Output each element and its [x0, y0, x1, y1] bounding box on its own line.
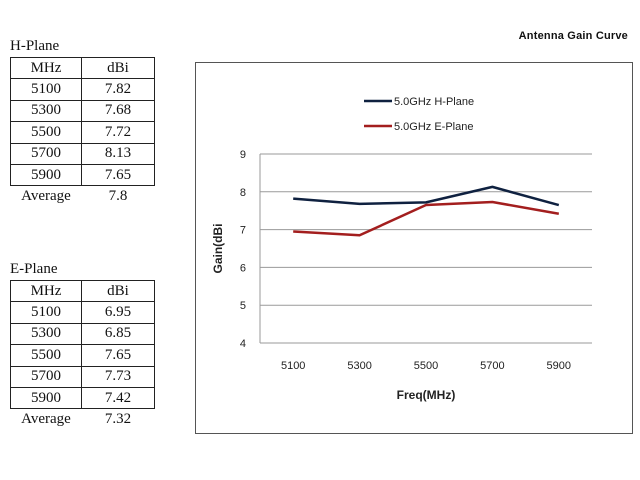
series-line-e-plane [293, 200, 560, 237]
table-row: 5700 8.13 [10, 142, 155, 165]
table-row: 5500 7.72 [10, 121, 155, 144]
x-tick-label: 5900 [547, 360, 571, 372]
h-plane-heading: H-Plane [10, 38, 60, 54]
mhz-cell: 5500 [10, 121, 82, 144]
column-header-dbi: dBi [81, 56, 155, 80]
legend-label: 5.0GHz H-Plane [394, 96, 474, 108]
x-axis-label: Freq(MHz) [397, 388, 456, 402]
mhz-cell: 5700 [10, 142, 82, 165]
x-tick-label: 5700 [480, 360, 504, 372]
legend-label: 5.0GHz E-Plane [394, 121, 473, 133]
table-row: 5700 7.73 [10, 365, 155, 388]
y-tick-label: 8 [240, 187, 246, 199]
average-value: 7.8 [108, 188, 128, 205]
dbi-cell: 7.82 [81, 78, 155, 101]
column-header-dbi: dBi [81, 279, 155, 303]
mhz-cell: 5300 [10, 322, 82, 346]
x-tick-label: 5300 [347, 360, 371, 372]
dbi-cell: 7.65 [81, 344, 155, 367]
table-row: 5100 7.82 [10, 78, 155, 101]
mhz-cell: 5100 [10, 301, 82, 324]
x-tick-label: 5100 [281, 360, 305, 372]
column-header-mhz: MHz [10, 56, 82, 80]
dbi-cell: 7.68 [81, 99, 155, 123]
table-header-row: MHz dBi [10, 56, 155, 80]
dbi-cell: 8.13 [81, 142, 155, 165]
average-label: Average [21, 188, 71, 205]
dbi-cell: 6.95 [81, 301, 155, 324]
gain-chart: 4 5 6 7 8 9 5100 5300 5500 5700 5900 Freq(MHz) Gain(… [211, 96, 592, 402]
dbi-cell: 7.65 [81, 163, 155, 187]
average-value: 7.32 [104, 411, 132, 428]
table-row: 5500 7.65 [10, 344, 155, 367]
dbi-cell: 7.42 [81, 386, 155, 410]
mhz-cell: 5700 [10, 365, 82, 388]
e-plane-table: MHz dBi 5100 6.95 5300 6.85 5500 7.65 57… [10, 279, 155, 430]
mhz-cell: 5100 [10, 78, 82, 101]
y-tick-label: 6 [240, 262, 246, 274]
y-tick-label: 7 [240, 225, 246, 237]
table-row: 5900 7.42 [10, 386, 155, 410]
table-row: 5900 7.65 [10, 163, 155, 187]
mhz-cell: 5900 [10, 163, 82, 187]
y-tick-label: 5 [240, 300, 246, 312]
table-row: 5100 6.95 [10, 301, 155, 324]
page-title: Antenna Gain Curve [518, 30, 628, 42]
table-row: 5300 6.85 [10, 322, 155, 346]
average-row: Average 7.8 [11, 186, 155, 207]
average-row: Average 7.32 [11, 409, 155, 430]
dbi-cell: 7.72 [81, 121, 155, 144]
mhz-cell: 5900 [10, 386, 82, 410]
x-tick-label: 5500 [414, 360, 438, 372]
chart-frame: 4 5 6 7 8 9 5100 5300 5500 5700 5900 Freq(MHz) Gain(… [195, 62, 633, 434]
column-header-mhz: MHz [10, 279, 82, 303]
y-axis-label: Gain(dBi [211, 224, 225, 274]
mhz-cell: 5500 [10, 344, 82, 367]
e-plane-heading: E-Plane [10, 261, 58, 277]
y-tick-label: 4 [240, 338, 246, 350]
dbi-cell: 7.73 [81, 365, 155, 388]
table-row: 5300 7.68 [10, 99, 155, 123]
dbi-cell: 6.85 [81, 322, 155, 346]
y-tick-label: 9 [240, 149, 246, 161]
table-header-row: MHz dBi [10, 279, 155, 303]
h-plane-table: MHz dBi 5100 7.82 5300 7.68 5500 7.72 57… [10, 56, 155, 207]
mhz-cell: 5300 [10, 99, 82, 123]
average-label: Average [21, 411, 71, 428]
